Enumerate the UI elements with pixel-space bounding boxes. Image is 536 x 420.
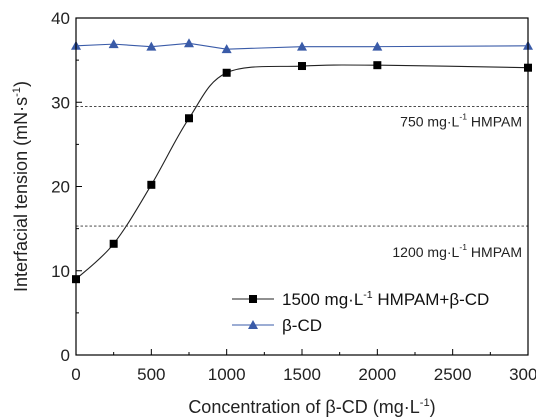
data-point-triangle bbox=[221, 44, 232, 54]
reference-label-sup: -1 bbox=[459, 111, 467, 121]
data-point-triangle bbox=[297, 41, 307, 51]
reference-label: 1200 mg·L-1 HMPAM bbox=[392, 242, 522, 260]
legend-label-text: 1500 mg·L bbox=[282, 290, 363, 309]
y-axis-title-text: Interfacial tension (mN·s bbox=[11, 97, 31, 292]
y-axis-title-group: Interfacial tension (mN·s-1) bbox=[11, 81, 31, 292]
y-tick-label: 40 bbox=[51, 9, 70, 28]
data-point-square bbox=[147, 180, 156, 189]
x-tick-label: 1000 bbox=[208, 365, 246, 384]
y-axis-title-sup: -1 bbox=[11, 87, 23, 97]
legend-marker bbox=[248, 320, 258, 329]
series-line bbox=[75, 42, 529, 50]
data-point-square bbox=[298, 62, 306, 71]
y-tick-label: 20 bbox=[51, 178, 70, 197]
legend-label-sup: -1 bbox=[363, 289, 373, 301]
reference-label-tail: HMPAM bbox=[467, 244, 522, 260]
reference-label-text: 1200 mg·L bbox=[392, 244, 459, 260]
series-line bbox=[75, 64, 529, 280]
y-tick-label: 10 bbox=[51, 262, 70, 281]
reference-label: 750 mg·L-1 HMPAM bbox=[400, 111, 522, 129]
x-axis-title-sup: -1 bbox=[420, 397, 430, 409]
legend-label: 1500 mg·L-1 HMPAM+β-CD bbox=[282, 289, 489, 309]
x-tick-label: 0 bbox=[71, 365, 80, 384]
y-axis-title: Interfacial tension (mN·s-1) bbox=[11, 81, 31, 292]
x-axis-title: Concentration of β-CD (mg·L-1) bbox=[188, 397, 435, 417]
reference-label-sup: -1 bbox=[459, 242, 467, 252]
y-tick-label: 0 bbox=[61, 346, 70, 365]
data-point-square bbox=[373, 61, 382, 70]
data-point-square bbox=[222, 68, 231, 77]
data-point-square bbox=[109, 239, 118, 248]
x-tick-label: 2000 bbox=[358, 365, 396, 384]
y-tick-label: 30 bbox=[51, 93, 70, 112]
data-point-triangle bbox=[108, 39, 119, 49]
legend-marker bbox=[249, 295, 257, 303]
x-tick-label: 500 bbox=[137, 365, 165, 384]
x-axis-title-text: Concentration of β-CD (mg·L bbox=[188, 397, 419, 417]
y-axis-title-tail: ) bbox=[11, 81, 31, 87]
reference-label-tail: HMPAM bbox=[467, 113, 522, 129]
legend-label: β-CD bbox=[282, 316, 322, 335]
series-lines bbox=[75, 42, 529, 280]
legend: 1500 mg·L-1 HMPAM+β-CD β-CD bbox=[232, 289, 489, 335]
legend-label-text: β-CD bbox=[282, 316, 322, 335]
x-tick-label: 1500 bbox=[283, 365, 321, 384]
axis-labels: Concentration of β-CD (mg·L-1)Interfacia… bbox=[11, 81, 436, 417]
data-point-square bbox=[185, 114, 193, 123]
legend-label-tail: HMPAM+β-CD bbox=[373, 290, 490, 309]
x-tick-label: 2500 bbox=[434, 365, 472, 384]
data-point-triangle bbox=[184, 38, 194, 48]
data-point-triangle bbox=[372, 41, 383, 51]
x-axis-title-tail: ) bbox=[430, 397, 436, 417]
reference-label-text: 750 mg·L bbox=[400, 113, 459, 129]
data-point-triangle bbox=[146, 41, 157, 51]
